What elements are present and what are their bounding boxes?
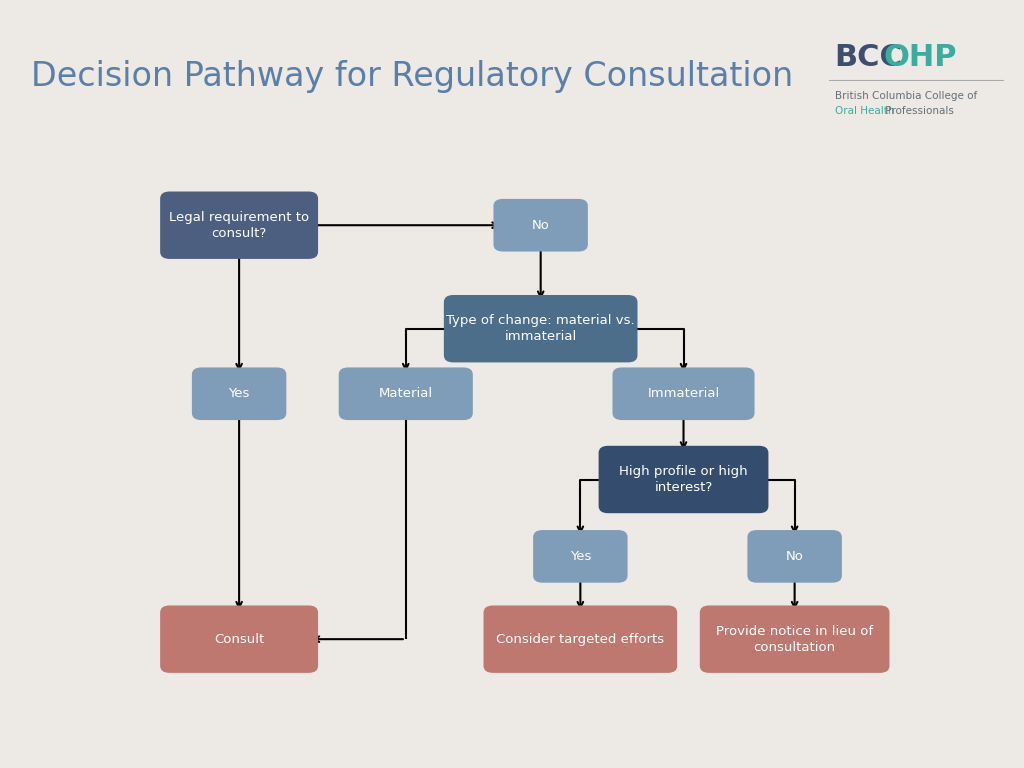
Text: Material: Material [379, 387, 433, 400]
FancyBboxPatch shape [599, 445, 768, 513]
Text: Consider targeted efforts: Consider targeted efforts [497, 633, 665, 646]
FancyBboxPatch shape [612, 367, 755, 420]
FancyBboxPatch shape [191, 367, 287, 420]
Text: Yes: Yes [569, 550, 591, 563]
Text: High profile or high
interest?: High profile or high interest? [620, 465, 748, 494]
FancyBboxPatch shape [748, 530, 842, 583]
Text: British Columbia College of: British Columbia College of [835, 91, 977, 101]
Text: Professionals: Professionals [882, 105, 953, 116]
Text: No: No [785, 550, 804, 563]
FancyBboxPatch shape [699, 605, 890, 673]
Text: Oral Health: Oral Health [835, 105, 894, 116]
Text: Decision Pathway for Regulatory Consultation: Decision Pathway for Regulatory Consulta… [31, 61, 793, 93]
Text: Legal requirement to
consult?: Legal requirement to consult? [169, 210, 309, 240]
Text: Provide notice in lieu of
consultation: Provide notice in lieu of consultation [716, 624, 873, 654]
FancyBboxPatch shape [443, 295, 638, 362]
Text: Immaterial: Immaterial [647, 387, 720, 400]
FancyBboxPatch shape [160, 605, 318, 673]
Text: OHP: OHP [884, 43, 957, 72]
FancyBboxPatch shape [494, 199, 588, 252]
Text: Yes: Yes [228, 387, 250, 400]
FancyBboxPatch shape [160, 191, 318, 259]
Text: BCC: BCC [835, 43, 902, 72]
FancyBboxPatch shape [534, 530, 628, 583]
FancyBboxPatch shape [339, 367, 473, 420]
Text: Consult: Consult [214, 633, 264, 646]
Text: No: No [531, 219, 550, 232]
Text: Type of change: material vs.
immaterial: Type of change: material vs. immaterial [446, 314, 635, 343]
FancyBboxPatch shape [483, 605, 677, 673]
